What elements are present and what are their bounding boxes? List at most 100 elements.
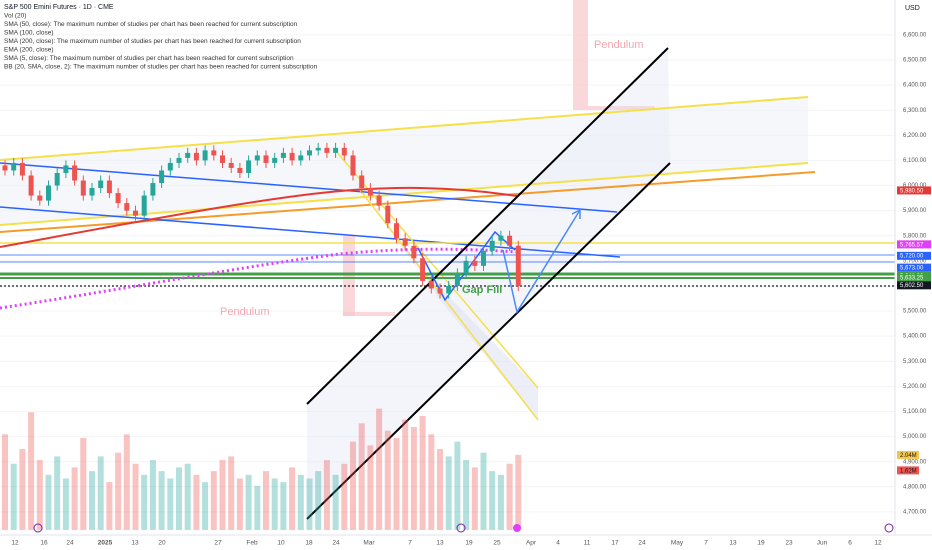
- volume-bar: [202, 482, 209, 530]
- annotation: Pendulum: [220, 306, 270, 318]
- volume-bar: [515, 454, 522, 530]
- channel-line: [306, 162, 671, 520]
- legend-entry: SMA (200, close): The maximum number of …: [4, 38, 301, 45]
- y-tick-label: 6,600.00: [903, 32, 927, 38]
- candle-body: [315, 147, 321, 151]
- candle-body: [411, 245, 417, 259]
- currency: USD: [905, 5, 920, 12]
- x-tick-label: 24: [638, 540, 646, 547]
- pendulum-box: [573, 0, 588, 110]
- volume-bar: [463, 460, 470, 530]
- y-tick-label: 4,900.00: [903, 459, 927, 465]
- candle-body: [150, 183, 156, 196]
- candle-body: [2, 165, 8, 171]
- event-icon[interactable]: [456, 523, 466, 533]
- volume-bar: [428, 434, 435, 530]
- pendulum-box: [343, 236, 355, 316]
- candle-body: [367, 188, 373, 196]
- volume-bar: [393, 438, 400, 530]
- candle-body: [54, 172, 60, 186]
- volume-bar: [141, 474, 148, 530]
- trend-line: [0, 96, 809, 161]
- y-tick-label: 5,300.00: [903, 359, 927, 365]
- candle-body: [376, 195, 382, 206]
- x-tick-label: 13: [729, 540, 737, 547]
- y-tick-label: 5,000.00: [903, 434, 927, 440]
- y-tick-label: 5,900.00: [903, 208, 927, 214]
- price-tag: [897, 251, 931, 260]
- volume-bar: [228, 456, 235, 530]
- candle-body: [124, 203, 130, 211]
- candle-body: [350, 155, 356, 176]
- candle-body: [193, 152, 199, 161]
- y-tick-label: 5,800.00: [903, 233, 927, 239]
- chart-title: S&P 500 Emini Futures · 1D · CME: [4, 4, 114, 11]
- legend-entry: SMA (5, close): The maximum number of st…: [4, 55, 294, 62]
- volume-bar: [167, 478, 174, 530]
- volume-bar: [489, 471, 496, 530]
- volume-bar: [445, 456, 452, 530]
- volume-bar: [97, 456, 104, 530]
- candle-body: [507, 235, 513, 246]
- volume-bar: [323, 460, 330, 530]
- candle-body: [19, 162, 25, 176]
- candle-body: [454, 273, 460, 286]
- candle-body: [515, 245, 521, 286]
- x-tick-label: May: [671, 540, 684, 547]
- legend-entry: SMA (50, close): The maximum number of s…: [4, 21, 298, 28]
- price-tag: [897, 186, 931, 195]
- x-tick-label: Feb: [246, 540, 258, 547]
- y-tick-label: 5,400.00: [903, 334, 927, 340]
- candle-body: [420, 258, 426, 281]
- candle-body: [185, 152, 191, 158]
- event-icon[interactable]: [33, 523, 43, 533]
- candle-body: [141, 195, 147, 216]
- volume-bar: [184, 463, 191, 530]
- volume-bar: [454, 441, 461, 530]
- legend-entry: EMA (200, close): [4, 47, 54, 54]
- volume-tag-label: 1.62M: [900, 468, 917, 474]
- sma-200: [0, 186, 518, 248]
- candle-body: [280, 152, 286, 158]
- candle-body: [98, 180, 104, 189]
- volume-bar: [289, 467, 296, 530]
- volume-bar: [271, 478, 278, 530]
- volume-bar: [10, 463, 17, 530]
- candle-body: [298, 155, 304, 161]
- candle-body: [28, 175, 34, 196]
- y-tick-label: 4,700.00: [903, 509, 927, 515]
- channel-line: [306, 47, 669, 405]
- sma-50: [0, 247, 518, 310]
- candle-body: [263, 155, 269, 163]
- x-tick-label: 12: [11, 540, 19, 547]
- x-tick-label: 13: [436, 540, 444, 547]
- candle-body: [237, 167, 243, 173]
- volume-bar: [315, 471, 322, 530]
- pendulum-box: [588, 106, 655, 110]
- candle-body: [176, 157, 182, 163]
- candle-body: [472, 260, 478, 266]
- y-tick-label: 6,400.00: [903, 83, 927, 89]
- volume-tag: [897, 466, 919, 475]
- volume-bar: [280, 482, 287, 530]
- event-icon[interactable]: [884, 523, 894, 533]
- volume-bar: [28, 412, 35, 530]
- x-tick-label: 24: [66, 540, 74, 547]
- volume-bar: [245, 474, 252, 530]
- candle-body: [89, 188, 95, 196]
- candle-body: [80, 180, 86, 196]
- price-tag-label: 5,980.50: [900, 188, 924, 194]
- volume-bar: [376, 408, 383, 530]
- projection: [502, 209, 581, 314]
- volume-bar: [341, 463, 348, 530]
- volume-bar: [2, 434, 8, 530]
- x-tick-label: 20: [158, 540, 166, 547]
- candle-body: [446, 285, 452, 294]
- volume-bar: [80, 438, 87, 530]
- annotation: Pendulum: [594, 39, 644, 51]
- x-tick-label: 10: [277, 540, 285, 547]
- event-icon[interactable]: [513, 524, 521, 532]
- candle-body: [46, 185, 51, 201]
- x-tick-label: Jun: [817, 540, 828, 547]
